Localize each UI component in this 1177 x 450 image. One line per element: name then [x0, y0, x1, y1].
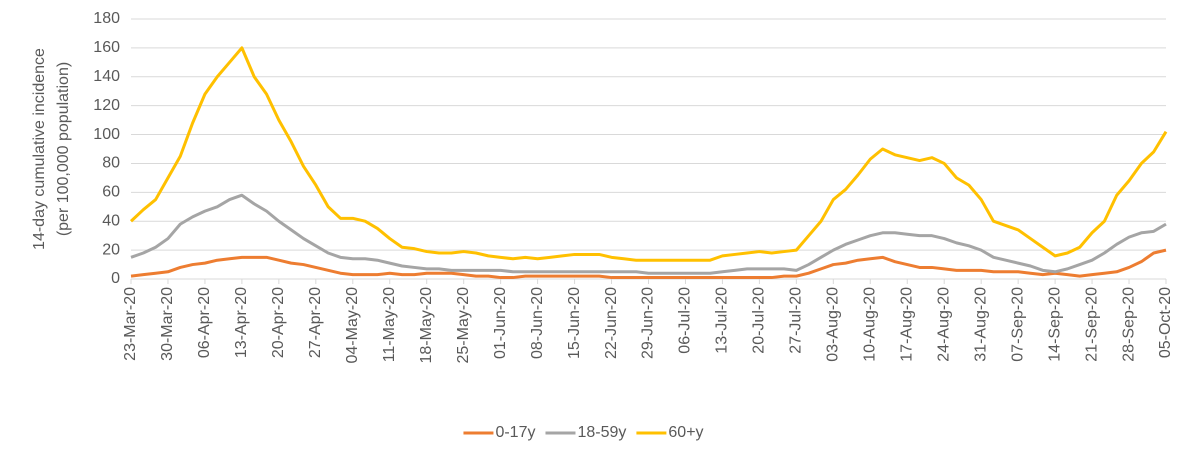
- legend-label: 18-59y: [577, 424, 626, 441]
- line-series: [129, 46, 1168, 262]
- x-tick-label: 01-Jun-20: [492, 287, 509, 359]
- y-axis-label: (per 100,000 population): [55, 62, 72, 236]
- x-tick-label: 27-Apr-20: [307, 287, 324, 358]
- legend-label: 60+y: [668, 424, 703, 441]
- line-series: [130, 248, 1167, 280]
- x-tick-label: 04-May-20: [344, 287, 361, 364]
- x-tick-label: 22-Jun-20: [603, 287, 620, 359]
- x-tick-label: 18-May-20: [418, 287, 435, 364]
- x-tick-label: 23-Mar-20: [122, 287, 139, 361]
- x-tick-label: 10-Aug-20: [862, 287, 879, 362]
- x-tick-label: 13-Jul-20: [714, 287, 731, 354]
- x-tick-label: 08-Jun-20: [529, 287, 546, 359]
- y-tick-label: 60: [102, 184, 120, 201]
- x-tick-label: 30-Mar-20: [159, 287, 176, 361]
- x-tick-label: 03-Aug-20: [825, 287, 842, 362]
- x-tick-label: 07-Sep-20: [1009, 287, 1026, 362]
- x-tick-label: 27-Jul-20: [788, 287, 805, 354]
- y-tick-label: 140: [93, 68, 120, 85]
- x-tick-label: 06-Apr-20: [196, 287, 213, 358]
- y-tick-label: 160: [93, 39, 120, 56]
- x-tick-label: 24-Aug-20: [935, 287, 952, 362]
- x-tick-label: 25-May-20: [455, 287, 472, 364]
- x-tick-label: 05-Oct-20: [1157, 287, 1174, 358]
- y-tick-label: 20: [102, 241, 120, 258]
- x-tick-label: 29-Jun-20: [640, 287, 657, 359]
- x-tick-label: 31-Aug-20: [972, 287, 989, 362]
- y-tick-label: 80: [102, 155, 120, 172]
- x-tick-label: 13-Apr-20: [233, 287, 250, 358]
- legend: 0-17y 18-59y 60+y: [463, 424, 704, 441]
- x-tick-label: 20-Apr-20: [270, 287, 287, 358]
- y-tick-label: 100: [93, 126, 120, 143]
- x-tick-label: 06-Jul-20: [677, 287, 694, 354]
- x-tick-label: 11-May-20: [381, 287, 398, 362]
- legend-label: 0-17y: [495, 424, 535, 441]
- y-tick-label: 120: [93, 97, 120, 114]
- x-tick-label: 28-Sep-20: [1120, 287, 1137, 362]
- x-tick-label: 15-Jun-20: [566, 287, 583, 359]
- line-series: [130, 193, 1167, 275]
- y-tick-label: 0: [111, 270, 120, 287]
- x-tick-label: 20-Jul-20: [751, 287, 768, 354]
- y-tick-label: 180: [93, 10, 120, 27]
- x-tick-label: 21-Sep-20: [1083, 287, 1100, 362]
- x-tick-label: 17-Aug-20: [898, 287, 915, 362]
- y-tick-label: 40: [102, 212, 120, 229]
- x-tick-label: 14-Sep-20: [1046, 287, 1063, 362]
- y-axis-label: 14-day cumulative incidence: [31, 48, 48, 250]
